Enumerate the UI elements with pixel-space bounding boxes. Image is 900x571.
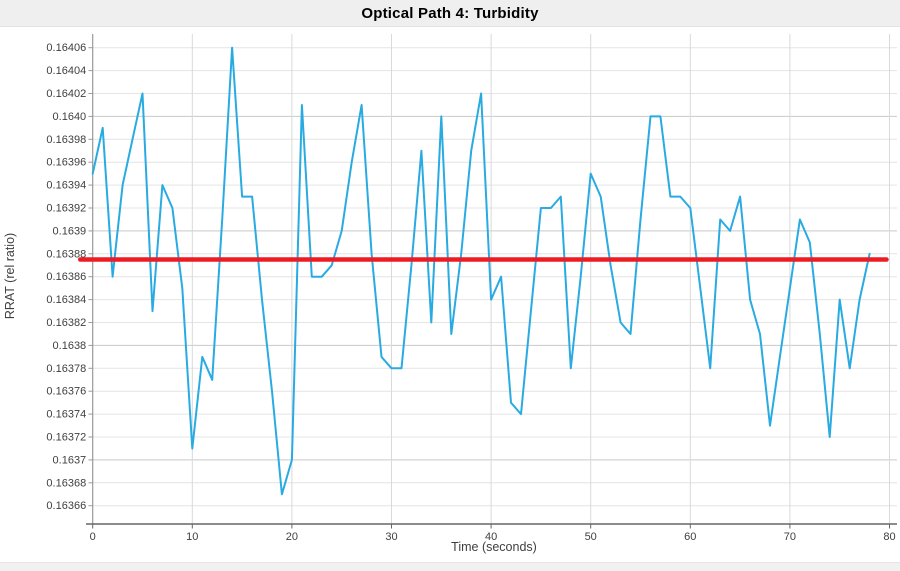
x-tick-label: 70: [784, 531, 796, 543]
y-tick-label: 0.16398: [46, 134, 86, 146]
y-tick-label: 0.16376: [46, 386, 86, 398]
y-tick-label: 0.16402: [46, 88, 86, 100]
y-tick-label: 0.16388: [46, 248, 86, 260]
x-tick-label: 10: [186, 531, 198, 543]
y-tick-label: 0.16396: [46, 157, 86, 169]
axis-layer: [86, 34, 897, 529]
y-tick-label: 0.16384: [46, 294, 86, 306]
chart-area: Time (seconds) RRAT (rel ratio) 0.16366 0…: [0, 27, 900, 562]
y-tick-label: 0.16406: [46, 42, 86, 54]
y-tick-label: 0.16386: [46, 271, 86, 283]
x-axis-title: Time (seconds): [451, 540, 537, 554]
y-tick-label: 0.1639: [53, 225, 87, 237]
x-tick-label: 0: [90, 531, 96, 543]
chart-title-bar: Optical Path 4: Turbidity: [0, 0, 900, 27]
series-layer: [78, 46, 889, 496]
series-line: [91, 46, 871, 496]
y-tick-label: 0.16378: [46, 363, 86, 375]
x-tick-label: 30: [385, 531, 397, 543]
y-tick-label: 0.16404: [46, 65, 86, 77]
y-tick-label: 0.1640: [53, 111, 87, 123]
y-tick-label: 0.16392: [46, 203, 86, 215]
x-tick-label: 40: [485, 531, 497, 543]
y-axis-title: RRAT (rel ratio): [3, 233, 17, 319]
grid-layer: [92, 34, 897, 524]
y-tick-label: 0.16366: [46, 500, 86, 512]
y-tick-label: 0.1637: [53, 454, 87, 466]
x-tick-label: 60: [684, 531, 696, 543]
x-tick-label: 20: [286, 531, 298, 543]
chart-title: Optical Path 4: Turbidity: [361, 4, 539, 22]
y-tick-label: 0.16372: [46, 432, 86, 444]
x-tick-label: 80: [883, 531, 895, 543]
label-layer: Time (seconds) RRAT (rel ratio) 0.16366 0…: [3, 42, 896, 554]
y-tick-label: 0.16394: [46, 180, 86, 192]
y-tick-label: 0.16374: [46, 409, 86, 421]
y-tick-label: 0.16368: [46, 477, 86, 489]
y-tick-label: 0.16382: [46, 317, 86, 329]
x-tick-label: 50: [585, 531, 597, 543]
footer-strip: [0, 562, 900, 571]
y-tick-label: 0.1638: [53, 340, 87, 352]
turbidity-chart[interactable]: Time (seconds) RRAT (rel ratio) 0.16366 0…: [0, 27, 900, 557]
